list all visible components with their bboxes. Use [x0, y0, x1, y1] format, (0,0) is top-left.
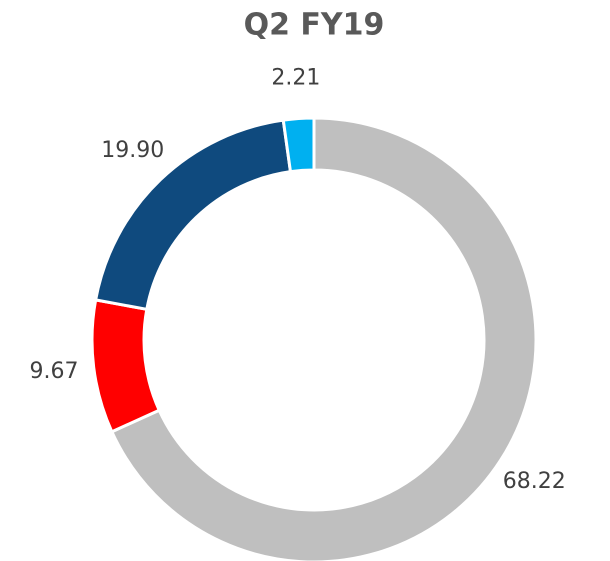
data-label: 9.67	[29, 359, 78, 384]
data-label: 19.90	[101, 138, 164, 163]
data-label: 2.21	[271, 66, 320, 91]
donut-slice	[90, 298, 162, 434]
donut-slice	[109, 116, 538, 561]
chart-title: Q2 FY19	[244, 8, 385, 43]
data-label: 68.22	[503, 469, 566, 494]
donut-slice	[281, 116, 316, 174]
